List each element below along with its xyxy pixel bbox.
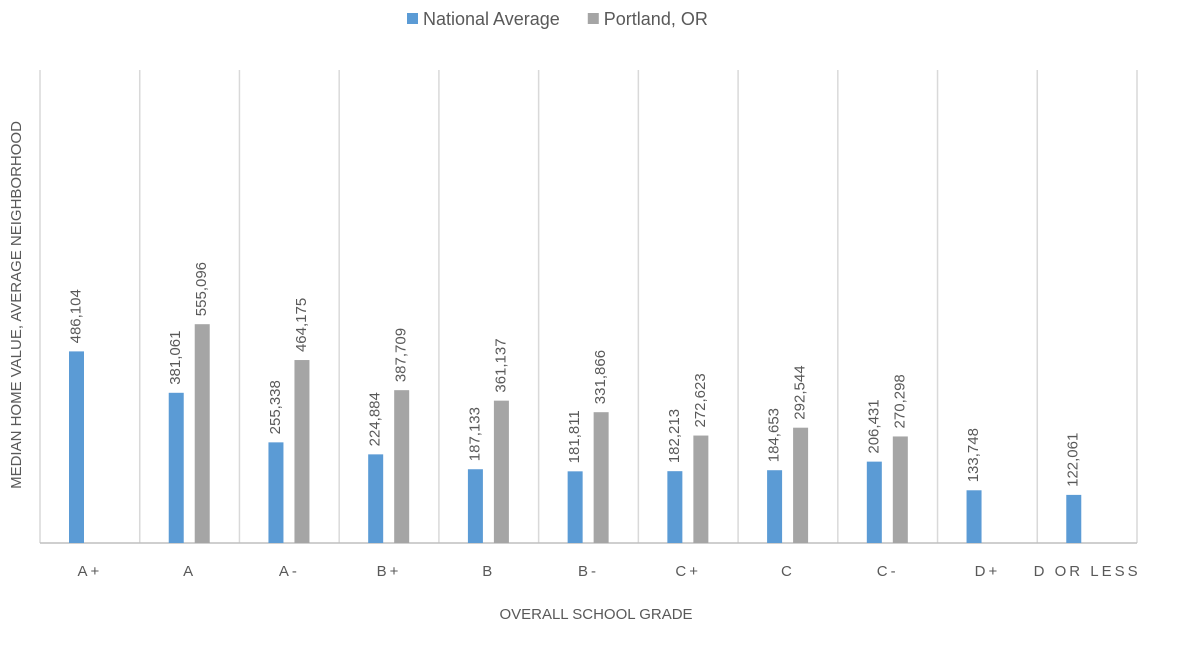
bar: [69, 351, 84, 543]
x-tick-label: A-: [279, 563, 300, 580]
x-tick-label: C: [781, 563, 795, 580]
x-tick-label: C-: [877, 563, 899, 580]
data-label: 292,544: [792, 365, 809, 419]
x-tick-label: B-: [578, 563, 599, 580]
bar: [892, 436, 908, 543]
data-label: 181,811: [566, 410, 583, 463]
data-label: 182,213: [666, 409, 683, 463]
bar: [667, 471, 683, 543]
bar: [1066, 494, 1082, 543]
bar: [467, 469, 483, 543]
bar: [593, 412, 609, 543]
x-tick-label: A+: [77, 563, 102, 580]
bar: [294, 360, 310, 543]
legend-label: Portland, OR: [604, 9, 708, 29]
data-label: 361,137: [492, 338, 509, 392]
data-label: 331,866: [592, 350, 609, 404]
data-label: 486,104: [67, 289, 84, 343]
bar: [567, 471, 583, 543]
bar: [693, 435, 709, 543]
bar: [368, 454, 384, 543]
bar: [866, 461, 882, 543]
data-label: 255,338: [267, 380, 284, 434]
x-tick-label: D+: [975, 563, 1001, 580]
x-tick-label: D OR LESS: [1034, 563, 1141, 580]
data-label: 270,298: [891, 374, 908, 428]
data-label: 272,623: [692, 373, 709, 427]
bar: [767, 470, 783, 543]
x-tick-label: B: [482, 563, 495, 580]
data-label: 224,884: [367, 392, 384, 446]
data-label: 133,748: [965, 428, 982, 482]
data-label: 555,096: [193, 262, 210, 316]
x-tick-label: A: [183, 563, 196, 580]
data-label: 122,061: [1065, 433, 1082, 487]
x-tick-label: C+: [675, 563, 701, 580]
bar: [793, 427, 809, 543]
data-label: 381,061: [167, 331, 184, 385]
legend-swatch: [407, 13, 418, 24]
y-axis-title: MEDIAN HOME VALUE, AVERAGE NEIGHBORHOOD: [8, 121, 25, 489]
bar: [168, 392, 184, 543]
bar: [493, 400, 509, 543]
data-label: 387,709: [393, 328, 410, 382]
data-label: 187,133: [466, 407, 483, 461]
data-label: 206,431: [865, 399, 882, 453]
legend-label: National Average: [423, 9, 560, 29]
legend-swatch: [587, 13, 599, 24]
data-label: 464,175: [293, 298, 310, 352]
bar: [966, 490, 982, 543]
bar: [268, 442, 284, 543]
data-label: 184,653: [766, 408, 783, 462]
x-tick-label: B+: [377, 563, 402, 580]
bar: [194, 324, 210, 543]
x-axis-title: OVERALL SCHOOL GRADE: [499, 606, 692, 623]
bar: [394, 390, 410, 543]
